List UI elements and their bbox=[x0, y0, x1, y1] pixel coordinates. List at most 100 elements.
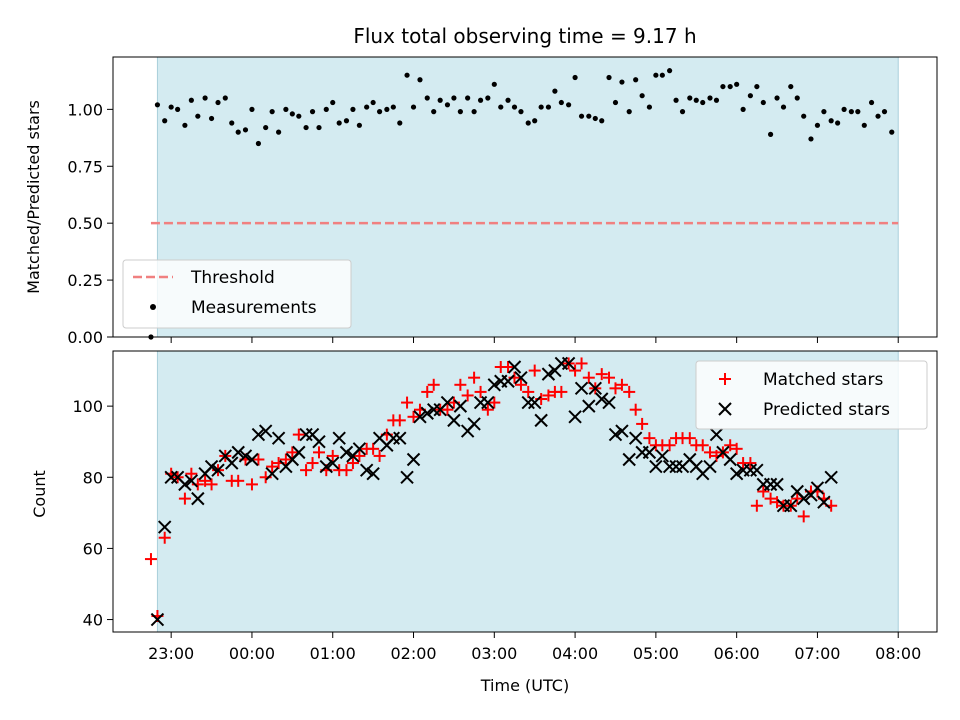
predicted-star-point bbox=[184, 474, 199, 488]
predicted-star-point bbox=[332, 431, 346, 445]
matched-star-point bbox=[326, 449, 339, 462]
matched-star-point bbox=[528, 364, 541, 377]
predicted-star-point-b bbox=[164, 470, 178, 484]
predicted-star-point-b bbox=[602, 395, 616, 410]
predicted-star-point bbox=[662, 459, 677, 474]
predicted-star-point-b bbox=[352, 442, 367, 456]
predicted-star-point-b bbox=[487, 378, 502, 392]
predicted-star-point bbox=[628, 431, 643, 445]
predicted-star-point-b bbox=[582, 399, 596, 413]
matched-star-point bbox=[764, 492, 777, 505]
measurement-point bbox=[471, 109, 477, 115]
measurement-point bbox=[229, 120, 235, 126]
predicted-star-point bbox=[238, 449, 253, 463]
predicted-star-point-b bbox=[427, 402, 441, 417]
predicted-star-point-b bbox=[521, 395, 535, 410]
predicted-star-point bbox=[440, 395, 455, 410]
predicted-star-point-b bbox=[622, 452, 636, 467]
predicted-star-point-b bbox=[170, 470, 185, 484]
predicted-star-point-b bbox=[178, 477, 192, 492]
measurement-point bbox=[296, 113, 302, 119]
measurement-point bbox=[734, 81, 740, 87]
predicted-star-point bbox=[265, 467, 279, 481]
predicted-star-point-b bbox=[339, 445, 354, 460]
matched-star-point bbox=[292, 428, 305, 441]
predicted-star-point bbox=[453, 399, 468, 413]
top-y-tick-label: 0.00 bbox=[67, 328, 103, 347]
predicted-star-point bbox=[817, 495, 831, 509]
predicted-star-point bbox=[467, 417, 481, 431]
matched-star-point bbox=[569, 364, 582, 377]
measurement-point bbox=[175, 106, 181, 112]
predicted-star-point-b bbox=[157, 520, 172, 534]
measurement-point bbox=[788, 83, 794, 90]
measurement-point bbox=[215, 99, 221, 106]
predicted-star-point-b bbox=[615, 424, 629, 438]
matched-star-point bbox=[252, 453, 265, 466]
predicted-star-point bbox=[447, 413, 461, 428]
measurement-point bbox=[168, 104, 174, 110]
legend-cross bbox=[718, 402, 732, 416]
matched-star-point bbox=[279, 453, 292, 466]
predicted-star-point bbox=[245, 452, 259, 467]
predicted-star-point bbox=[420, 406, 434, 420]
predicted-star-point bbox=[258, 424, 273, 438]
measurement-point bbox=[242, 127, 249, 133]
measurement-point bbox=[404, 72, 410, 78]
matched-star-point bbox=[185, 467, 198, 480]
predicted-star-point-b bbox=[440, 395, 455, 410]
bottom-ticks: 40 60 80 100 23:00 00:00 01:00 02:00 03:00 04:00 0… bbox=[72, 397, 921, 663]
predicted-star-point bbox=[231, 445, 245, 460]
predicted-star-point bbox=[810, 481, 825, 495]
predicted-star-point-b bbox=[763, 477, 778, 492]
measurement-point bbox=[566, 102, 572, 108]
measurement-point bbox=[309, 109, 316, 115]
top-legend: Threshold Measurements bbox=[122, 259, 352, 329]
measurement-point bbox=[451, 95, 457, 101]
legend-measurements-swatch bbox=[150, 304, 156, 310]
measurement-point bbox=[195, 113, 201, 119]
measurement-point bbox=[397, 120, 403, 126]
legend-measurements-label: Measurements bbox=[191, 298, 317, 318]
predicted-star-point bbox=[406, 452, 421, 467]
measurement-point bbox=[323, 106, 329, 112]
predicted-star-point-b bbox=[743, 463, 758, 477]
measurement-point bbox=[693, 97, 699, 103]
x-tick-label: 05:00 bbox=[633, 644, 679, 663]
matched-star-point bbox=[461, 389, 474, 402]
predicted-star-point-b bbox=[326, 456, 340, 470]
predicted-star-point-b bbox=[709, 427, 724, 442]
matched-star-point bbox=[199, 474, 212, 487]
measurement-point bbox=[814, 122, 821, 128]
predicted-star-point-b bbox=[723, 452, 737, 467]
predicted-star-point bbox=[319, 459, 333, 474]
predicted-star-point-b bbox=[817, 495, 831, 509]
predicted-star-point bbox=[655, 449, 670, 463]
predicted-star-point-b bbox=[595, 392, 609, 406]
predicted-star-point-b bbox=[467, 417, 481, 431]
predicted-star-point bbox=[507, 360, 522, 374]
legend-matched-swatch bbox=[719, 373, 731, 385]
measurement-point bbox=[356, 122, 362, 128]
predicted-star-point-b bbox=[527, 395, 542, 410]
matched-star-point bbox=[615, 378, 628, 391]
measurement-point bbox=[828, 118, 834, 124]
measurement-point bbox=[343, 118, 350, 124]
matched-star-point bbox=[245, 478, 258, 491]
matched-star-point bbox=[575, 357, 588, 370]
top-plot: 0.00 0.25 0.50 0.75 1.00 Matched/Predicted s… bbox=[24, 56, 938, 347]
measurement-point bbox=[188, 97, 194, 103]
measurement-point bbox=[545, 104, 552, 110]
predicted-star-point-b bbox=[541, 367, 556, 381]
matched-star-point bbox=[542, 389, 555, 402]
measurement-point bbox=[330, 99, 336, 106]
predicted-star-point-b bbox=[649, 459, 663, 474]
matched-star-point bbox=[609, 382, 622, 395]
measurement-point bbox=[700, 99, 706, 106]
predicted-star-point-b bbox=[689, 459, 703, 474]
predicted-star-point-b bbox=[716, 445, 730, 460]
matched-star-point bbox=[407, 410, 420, 423]
matched-star-point bbox=[367, 442, 380, 455]
predicted-star-point bbox=[527, 395, 542, 410]
